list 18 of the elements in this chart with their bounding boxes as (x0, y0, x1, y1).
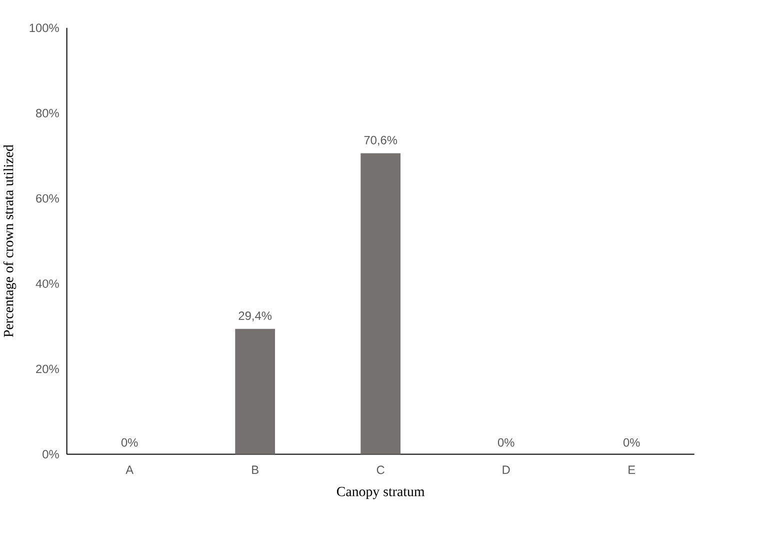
x-tick-label: E (628, 466, 636, 474)
data-label: 0% (498, 438, 514, 447)
y-tick-label: 20% (36, 364, 59, 374)
data-label: 0% (623, 438, 640, 447)
y-axis-title: Percentage of crown strata utilized (3, 144, 16, 338)
x-axis-title: Canopy stratum (336, 486, 425, 500)
x-tick-label: A (126, 466, 134, 474)
y-tick-label: 80% (36, 109, 59, 118)
x-tick-label: C (376, 466, 384, 474)
x-tick-label: D (502, 466, 510, 474)
data-label: 0% (121, 438, 138, 447)
x-tick-label: B (252, 466, 258, 474)
data-label: 70,6% (364, 136, 398, 146)
y-tick-label: 40% (36, 280, 59, 288)
y-tick-label: 60% (36, 194, 59, 203)
y-tick-label: 100% (30, 24, 59, 32)
y-tick-label: 0% (42, 450, 59, 458)
data-label: 29,4% (238, 312, 272, 322)
